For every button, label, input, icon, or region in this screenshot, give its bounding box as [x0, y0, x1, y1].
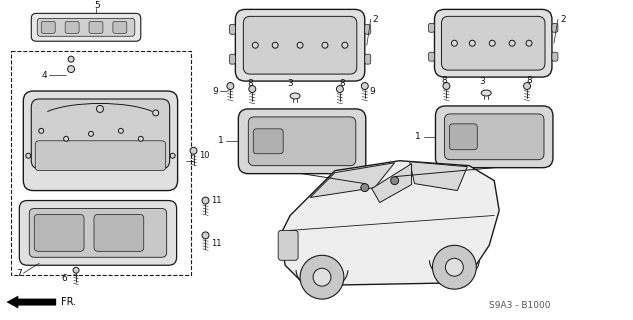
Bar [11, 51, 191, 275]
FancyBboxPatch shape [89, 21, 103, 33]
FancyArrow shape [6, 296, 56, 308]
FancyBboxPatch shape [552, 52, 558, 61]
Ellipse shape [481, 90, 491, 96]
Circle shape [300, 255, 344, 299]
Text: 5: 5 [94, 1, 100, 10]
FancyBboxPatch shape [449, 124, 477, 150]
FancyBboxPatch shape [29, 209, 166, 257]
Circle shape [526, 40, 532, 46]
Text: 1: 1 [218, 136, 223, 145]
Circle shape [64, 136, 68, 141]
Text: 3: 3 [287, 78, 293, 88]
Circle shape [451, 40, 458, 46]
Circle shape [68, 66, 75, 73]
Text: 1: 1 [415, 132, 420, 141]
Text: 10: 10 [199, 151, 210, 160]
Text: FR.: FR. [61, 297, 76, 307]
Circle shape [361, 184, 369, 192]
Circle shape [138, 136, 143, 141]
Text: 9: 9 [370, 86, 375, 96]
Circle shape [297, 42, 303, 48]
Text: 8: 8 [442, 76, 448, 84]
Circle shape [170, 153, 175, 158]
Circle shape [523, 83, 530, 90]
FancyBboxPatch shape [436, 106, 553, 168]
Circle shape [118, 128, 123, 133]
Polygon shape [310, 163, 394, 197]
FancyBboxPatch shape [23, 91, 178, 191]
FancyBboxPatch shape [429, 23, 434, 32]
Circle shape [39, 128, 44, 133]
Circle shape [469, 40, 475, 46]
Text: 4: 4 [41, 71, 47, 80]
FancyBboxPatch shape [31, 13, 141, 41]
Polygon shape [372, 164, 411, 203]
Circle shape [443, 83, 450, 90]
Circle shape [342, 42, 348, 48]
FancyBboxPatch shape [41, 21, 55, 33]
Circle shape [313, 268, 331, 286]
Circle shape [336, 85, 343, 92]
Circle shape [489, 40, 495, 46]
FancyBboxPatch shape [20, 201, 177, 265]
Text: 7: 7 [16, 269, 22, 278]
Circle shape [89, 131, 94, 136]
FancyBboxPatch shape [365, 54, 371, 64]
Circle shape [253, 42, 258, 48]
FancyBboxPatch shape [65, 21, 79, 33]
FancyBboxPatch shape [444, 114, 544, 160]
FancyBboxPatch shape [243, 16, 357, 74]
Text: 8: 8 [339, 78, 345, 88]
FancyBboxPatch shape [229, 24, 235, 34]
Circle shape [322, 42, 328, 48]
Text: 3: 3 [479, 76, 485, 85]
Text: 6: 6 [61, 274, 67, 283]
Circle shape [153, 110, 159, 116]
Text: S9A3 - B1000: S9A3 - B1000 [489, 300, 551, 309]
FancyBboxPatch shape [365, 24, 371, 34]
Text: 2: 2 [373, 15, 379, 24]
Circle shape [227, 83, 234, 90]
FancyBboxPatch shape [229, 54, 235, 64]
FancyBboxPatch shape [113, 21, 127, 33]
Text: 8: 8 [248, 78, 253, 88]
FancyBboxPatch shape [248, 117, 356, 166]
FancyBboxPatch shape [31, 99, 170, 169]
Polygon shape [410, 162, 467, 191]
Circle shape [190, 147, 197, 154]
Circle shape [391, 177, 399, 185]
Circle shape [446, 258, 463, 276]
Polygon shape [280, 161, 499, 285]
Text: 8: 8 [526, 76, 532, 84]
FancyBboxPatch shape [434, 9, 552, 77]
Circle shape [509, 40, 515, 46]
FancyBboxPatch shape [235, 9, 365, 81]
Circle shape [361, 83, 368, 90]
Circle shape [272, 42, 278, 48]
Circle shape [96, 106, 103, 112]
Circle shape [73, 267, 79, 273]
Circle shape [202, 232, 209, 239]
Circle shape [432, 245, 476, 289]
FancyBboxPatch shape [278, 230, 298, 260]
Circle shape [68, 56, 74, 62]
FancyBboxPatch shape [441, 16, 545, 70]
Circle shape [249, 85, 256, 92]
Circle shape [26, 153, 31, 158]
FancyBboxPatch shape [35, 141, 166, 171]
Text: 11: 11 [211, 196, 222, 205]
FancyBboxPatch shape [253, 129, 283, 154]
FancyBboxPatch shape [34, 214, 84, 251]
FancyBboxPatch shape [37, 18, 135, 36]
Text: 9: 9 [213, 86, 218, 96]
Ellipse shape [290, 93, 300, 99]
FancyBboxPatch shape [94, 214, 144, 251]
Text: 2: 2 [560, 15, 565, 24]
Text: 11: 11 [211, 239, 222, 248]
FancyBboxPatch shape [552, 23, 558, 32]
FancyBboxPatch shape [429, 52, 434, 61]
FancyBboxPatch shape [239, 109, 366, 174]
Circle shape [202, 197, 209, 204]
